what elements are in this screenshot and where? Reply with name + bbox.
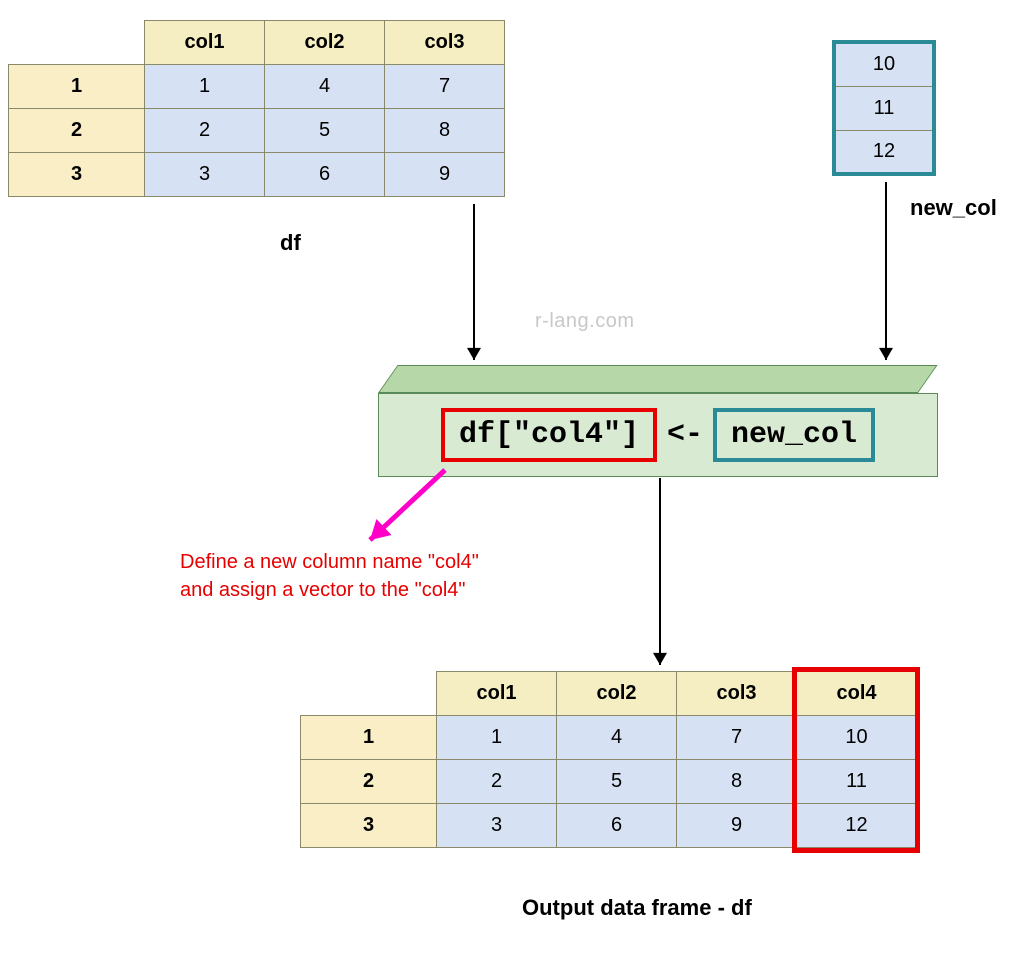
out-col-header: col1 (437, 672, 557, 716)
out-row-header: 3 (301, 804, 437, 848)
out-cell: 3 (437, 804, 557, 848)
out-cell: 5 (557, 760, 677, 804)
out-col-header: col3 (677, 672, 797, 716)
out-cell: 10 (797, 716, 917, 760)
out-cell: 1 (437, 716, 557, 760)
out-col-header: col4 (797, 672, 917, 716)
out-cell: 8 (677, 760, 797, 804)
out-cell: 7 (677, 716, 797, 760)
out-row-header: 2 (301, 760, 437, 804)
out-row-header: 1 (301, 716, 437, 760)
output-table: col1col2col3col4114710225811336912 (300, 671, 917, 848)
output-label: Output data frame - df (522, 895, 752, 921)
out-col-header: col2 (557, 672, 677, 716)
out-cell: 2 (437, 760, 557, 804)
out-cell: 11 (797, 760, 917, 804)
out-cell: 6 (557, 804, 677, 848)
out-cell: 12 (797, 804, 917, 848)
out-cell: 9 (677, 804, 797, 848)
out-cell: 4 (557, 716, 677, 760)
diagram-canvas: col1col2col3114722583369 df 101112 new_c… (0, 0, 1024, 953)
